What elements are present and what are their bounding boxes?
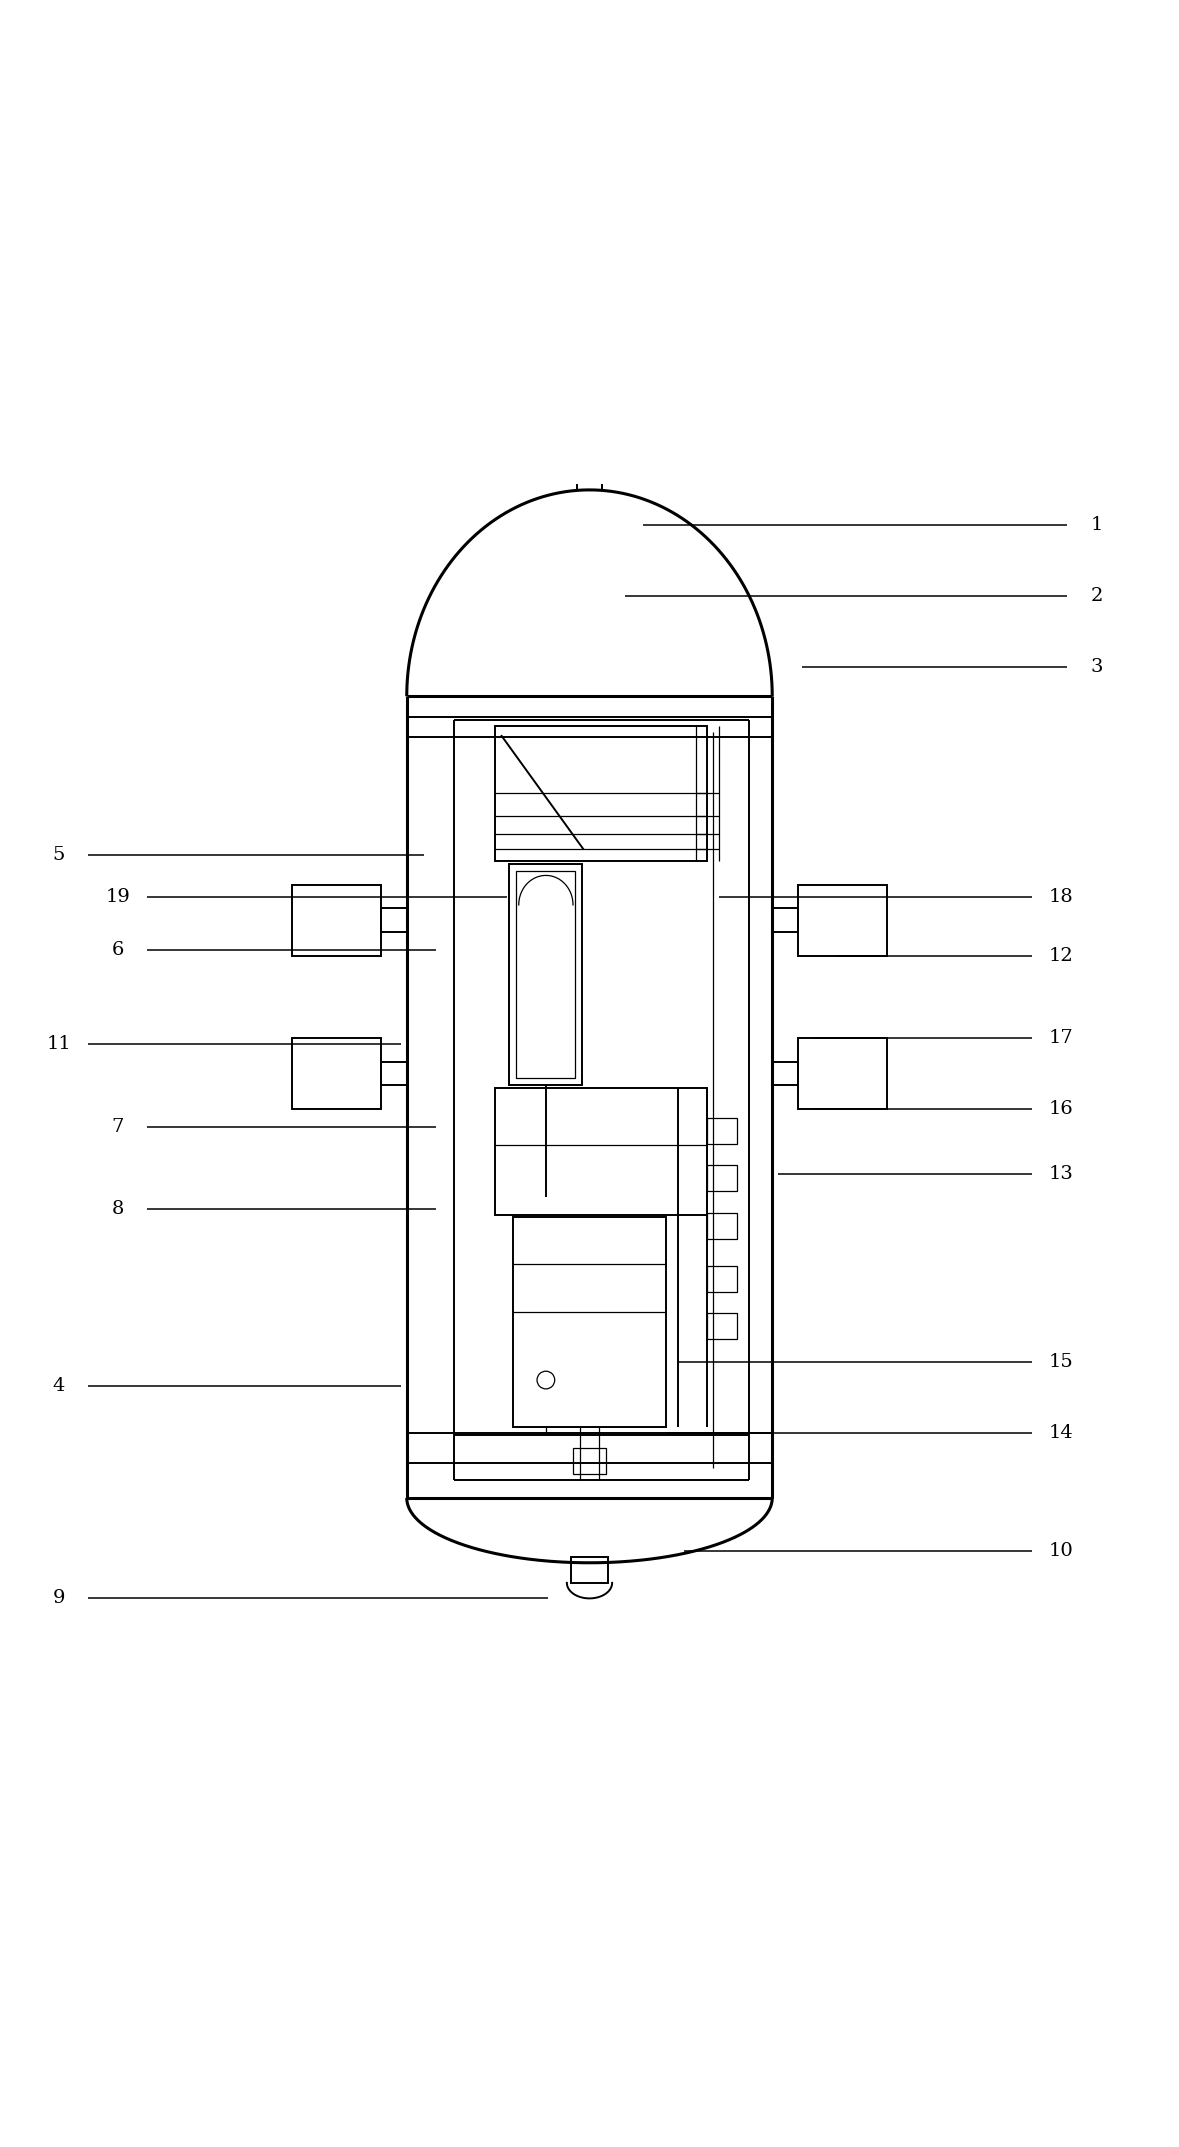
Bar bbox=[707, 1213, 737, 1239]
Bar bbox=[707, 1119, 737, 1144]
Text: 4: 4 bbox=[53, 1376, 65, 1396]
Bar bbox=[707, 1166, 737, 1192]
Bar bbox=[571, 1557, 608, 1582]
Text: 3: 3 bbox=[1091, 657, 1102, 676]
Bar bbox=[516, 872, 575, 1078]
Text: 9: 9 bbox=[53, 1589, 65, 1608]
Bar bbox=[707, 1312, 737, 1340]
Text: 6: 6 bbox=[112, 940, 124, 960]
Bar bbox=[509, 863, 582, 1084]
Text: 2: 2 bbox=[1091, 586, 1102, 605]
Bar bbox=[495, 726, 707, 861]
Text: 16: 16 bbox=[1049, 1099, 1073, 1119]
Bar bbox=[495, 1089, 707, 1215]
Text: 8: 8 bbox=[112, 1200, 124, 1217]
Text: 14: 14 bbox=[1049, 1423, 1073, 1443]
Text: 18: 18 bbox=[1049, 887, 1073, 906]
Text: 17: 17 bbox=[1049, 1028, 1073, 1048]
Bar bbox=[798, 885, 887, 955]
Bar bbox=[573, 1449, 606, 1475]
Bar bbox=[513, 1217, 666, 1428]
Text: 11: 11 bbox=[47, 1035, 71, 1052]
Bar bbox=[292, 885, 381, 955]
Text: 10: 10 bbox=[1049, 1542, 1073, 1561]
Text: 19: 19 bbox=[105, 887, 131, 906]
Text: 12: 12 bbox=[1049, 947, 1073, 964]
Bar bbox=[292, 1039, 381, 1108]
Text: 15: 15 bbox=[1049, 1353, 1073, 1372]
Text: 5: 5 bbox=[53, 846, 65, 865]
Text: 7: 7 bbox=[112, 1119, 124, 1136]
Text: 13: 13 bbox=[1048, 1164, 1074, 1183]
Text: 1: 1 bbox=[1091, 515, 1102, 535]
Bar bbox=[707, 1267, 737, 1292]
Bar bbox=[798, 1039, 887, 1108]
